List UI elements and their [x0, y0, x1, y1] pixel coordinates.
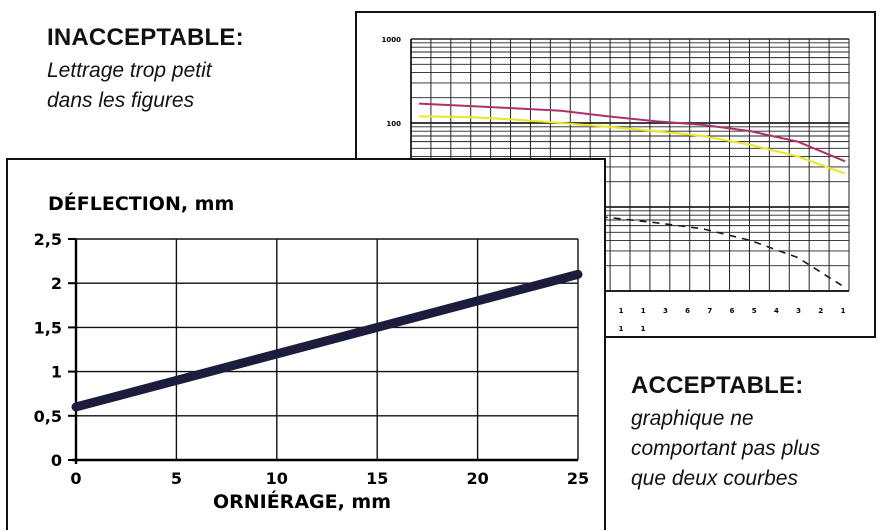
x-tick-label: 25: [567, 469, 589, 488]
x-tick-label: 20: [466, 469, 488, 488]
acceptable-line-3: que deux courbes: [631, 467, 798, 490]
x-tick-label: 7: [707, 307, 712, 315]
x-tick-label: 4: [774, 307, 779, 315]
x-tick-label: 1: [841, 307, 846, 315]
acceptable-line-2: comportant pas plus: [631, 437, 821, 460]
x-tick-label: 5: [752, 307, 757, 315]
series-line: [418, 115, 846, 175]
acceptable-title: ACCEPTABLE:: [631, 372, 804, 399]
y-tick-label: 1: [51, 363, 62, 382]
x-tick-label: 5: [171, 469, 182, 488]
y-tick-label: 2,5: [34, 230, 62, 249]
acceptable-plot-area: [71, 238, 583, 464]
y-tick-label: 1000: [382, 36, 402, 44]
x-tick-label: 1: [619, 307, 624, 315]
x-tick-label: 0: [70, 469, 81, 488]
x-tick-label-row2: 1: [641, 325, 646, 333]
x-tick-label: 1: [641, 307, 646, 315]
acceptable-line-1: graphique ne: [631, 407, 754, 430]
unacceptable-title: INACCEPTABLE:: [47, 24, 244, 51]
x-tick-label: 6: [685, 307, 690, 315]
x-tick-label: 3: [663, 307, 668, 315]
acceptable-note: ACCEPTABLE: graphique ne comportant pas …: [631, 372, 891, 494]
acceptable-chart: 0 0,5 1 1,5 2 2,5 0 5 10 15 20 25 DÉFLECTION, mm ORNI…: [34, 192, 589, 513]
series-line: [71, 269, 583, 412]
x-tick-label: 6: [730, 307, 735, 315]
y-tick-label: 2: [51, 274, 62, 293]
unacceptable-line-2: dans les figures: [47, 89, 195, 112]
x-tick-label: 2: [818, 307, 823, 315]
x-tick-label: 15: [366, 469, 388, 488]
x-tick-label: 10: [266, 469, 288, 488]
acceptable-chart-frame: 0 0,5 1 1,5 2 2,5 0 5 10 15 20 25 DÉFLECTION, mm ORNI…: [6, 158, 606, 530]
unacceptable-line-1: Lettrage trop petit: [47, 59, 212, 82]
unacceptable-note: INACCEPTABLE: Lettrage trop petit dans l…: [47, 24, 347, 116]
x-tick-label-row2: 1: [619, 325, 624, 333]
y-tick-label: 100: [386, 120, 401, 128]
x-axis-title: ORNIÉRAGE, mm: [213, 490, 391, 513]
y-tick-label: 0,5: [34, 407, 62, 426]
x-tick-label: 3: [796, 307, 801, 315]
y-tick-label: 1,5: [34, 318, 62, 337]
y-axis-title: DÉFLECTION, mm: [48, 192, 234, 215]
y-tick-label: 0: [51, 451, 62, 470]
series-line: [418, 102, 846, 163]
